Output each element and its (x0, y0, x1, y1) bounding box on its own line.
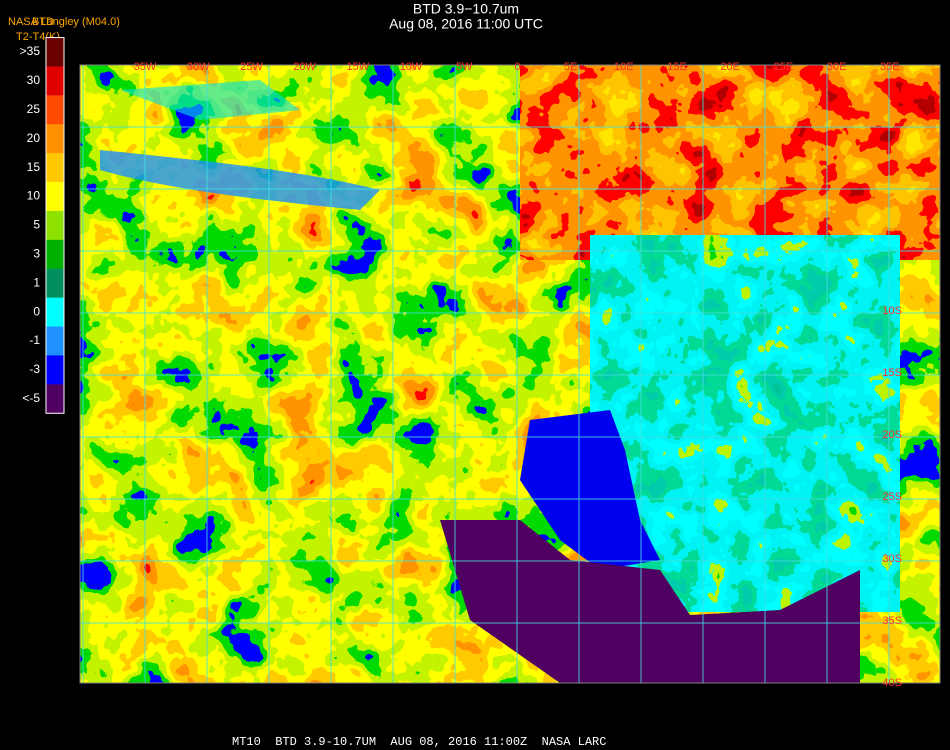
source-label: NASA Langley (M04.0) (8, 16, 120, 28)
legend-swatch (46, 239, 64, 270)
legend-label: 0 (33, 304, 40, 318)
longitude-label: 20W (293, 61, 316, 73)
legend-swatch (46, 384, 64, 414)
legend-swatch (46, 355, 64, 385)
latitude-label: 25S (882, 491, 902, 503)
legend-swatch (46, 66, 64, 96)
latitude-label: 15S (882, 367, 902, 379)
footer: MT10 BTD 3.9-10.7UM AUG 08, 2016 11:00Z … (232, 735, 606, 749)
latitude-label: 20S (882, 429, 902, 441)
legend-label: 30 (27, 73, 41, 87)
coast-band (100, 150, 380, 210)
longitude-label: 5W (456, 61, 473, 73)
longitude-label: 25E (774, 61, 794, 73)
legend-label: <-5 (22, 391, 40, 405)
land-region (590, 235, 900, 612)
latitude-label: 10S (882, 305, 902, 317)
legend-label: 3 (33, 246, 40, 260)
legend-swatch (46, 297, 64, 328)
latitude-label: 35S (882, 615, 902, 627)
legend-label: 5 (33, 218, 40, 232)
legend-swatch (46, 95, 64, 125)
longitude-label: 5E (564, 61, 577, 73)
legend-swatch (46, 326, 64, 356)
longitude-label: 10W (400, 61, 423, 73)
longitude-label: 35E (880, 61, 900, 73)
legend-label: -3 (29, 362, 40, 376)
grid-labels: 35W 30W 25W 20W 15W 10W 5W 0 5E 10E 15E 20E 25E 30E 35… (134, 61, 902, 689)
legend-swatch (46, 153, 64, 183)
legend-swatch (46, 210, 64, 241)
legend-label: >35 (20, 44, 41, 58)
legend-label: 25 (27, 102, 41, 116)
longitude-label: 15W (346, 61, 369, 73)
variable-label: BTD (32, 16, 54, 28)
longitude-label: 15E (667, 61, 687, 73)
longitude-label: 10E (614, 61, 634, 73)
legend-swatch (46, 37, 64, 67)
longitude-label: 0 (514, 61, 520, 73)
legend-label: 15 (27, 160, 41, 174)
legend-label: 20 (27, 131, 41, 145)
longitude-label: 35W (134, 61, 157, 73)
title: BTD 3.9−10.7um (413, 1, 519, 17)
legend-swatch (46, 182, 64, 212)
subtitle: Aug 08, 2016 11:00 UTC (389, 16, 543, 32)
coast-band (120, 80, 300, 120)
hot-region (520, 65, 940, 260)
legend-swatch (46, 124, 64, 154)
longitude-label: 30W (187, 61, 210, 73)
ocean-region (520, 410, 660, 570)
latitude-label: 30S (882, 553, 902, 565)
latitude-label: 40S (882, 677, 902, 689)
longitude-label: 30E (827, 61, 847, 73)
longitude-label: 20E (720, 61, 740, 73)
legend-frame (45, 37, 65, 414)
graticule (80, 64, 940, 683)
legend-label: 1 (33, 275, 40, 289)
legend-label: 10 (27, 189, 41, 203)
btd-imagery (80, 65, 940, 683)
legend-label: -1 (29, 333, 40, 347)
map-frame (79, 64, 941, 684)
legend-swatch (46, 268, 64, 299)
longitude-label: 25W (240, 61, 263, 73)
